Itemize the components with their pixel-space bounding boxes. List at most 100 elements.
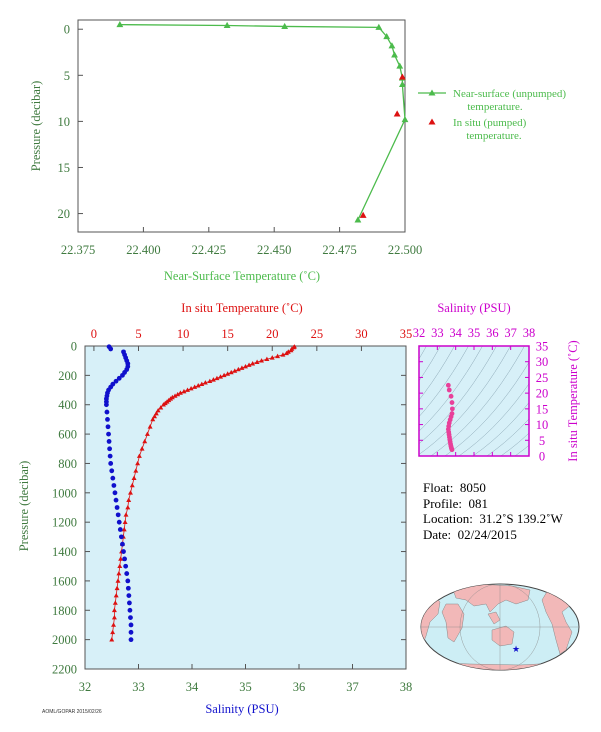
temperature-axis-ticks: 0 5 10 15 20 25 30 35: [91, 327, 412, 351]
profile-y-tick-label: 1600: [52, 574, 77, 588]
salinity-point: [128, 637, 134, 643]
temperature-tick-label: 25: [311, 327, 324, 341]
near-surface-plot-frame: [77, 19, 406, 233]
legend-unpumped-label-2: temperature.: [467, 101, 523, 113]
temperature-point: [152, 413, 158, 419]
salinity-point: [106, 439, 112, 444]
temperature-point: [177, 390, 183, 395]
unpumped-temperature-line: [119, 23, 406, 221]
temperature-point: [125, 504, 131, 510]
legend-pumped-label-1: In situ (pumped): [453, 117, 527, 129]
temperature-point: [114, 585, 120, 591]
salinity-point: [109, 468, 115, 474]
salinity-tick-label: 33: [132, 680, 145, 694]
temperature-tick-label: 10: [177, 327, 190, 341]
temperature-point: [207, 378, 213, 384]
ts-points: [445, 382, 455, 453]
pumped-temperature-point: [398, 73, 406, 80]
salinity-tick-label: 36: [293, 680, 306, 694]
unpumped-temperature-point: [396, 62, 404, 69]
profile-chart: 0200400600800100012001400160018002000220…: [17, 301, 412, 716]
salinity-point: [107, 446, 113, 452]
unpumped-temperature-point: [401, 115, 409, 123]
ts-x-tick-label: 32: [413, 326, 426, 340]
unpumped-temperature-point: [116, 21, 124, 28]
ts-point: [448, 393, 454, 399]
legend-unpumped-label-1: Near-surface (unpumped): [453, 88, 566, 100]
profile-value: 081: [468, 495, 489, 511]
temperature-point: [110, 629, 116, 635]
temperature-point: [160, 402, 166, 407]
salinity-tick-label: 37: [346, 680, 359, 694]
temperature-point: [136, 453, 142, 458]
near-surface-x-tick-label: 22.425: [192, 243, 226, 257]
near-surface-x-tick-label: 22.500: [388, 243, 422, 257]
ts-y-tick-label: 20: [536, 387, 549, 401]
profile-y-tick-label: 1400: [52, 545, 77, 559]
temperature-point: [155, 408, 161, 413]
ts-point: [449, 400, 455, 405]
profile-y-tick-label: 0: [71, 340, 77, 354]
temperature-point: [250, 361, 256, 366]
near-surface-y-tick-label: 20: [58, 207, 71, 221]
density-contour-line: [419, 346, 469, 417]
temperature-point: [112, 600, 118, 605]
ts-x-tick-label: 35: [468, 326, 481, 340]
salinity-point: [112, 490, 118, 496]
near-surface-x-tick-label: 22.400: [126, 243, 160, 257]
profile-y-tick-label: 1200: [52, 516, 77, 530]
float-location-star-icon: ★: [512, 644, 520, 654]
salinity-axis-label: Salinity (PSU): [205, 702, 278, 716]
profile-plot-area: [84, 345, 407, 670]
temperature-tick-label: 35: [400, 327, 413, 341]
salinity-tick-label: 34: [186, 680, 199, 694]
temperature-point: [185, 387, 191, 392]
temperature-point: [111, 622, 117, 627]
unpumped-temperature-point: [388, 42, 396, 49]
salinity-axis-ticks: 32 33 34 35 36 37 38: [79, 664, 413, 694]
temperature-point: [128, 490, 133, 495]
ts-y-tick-label: 15: [536, 402, 549, 416]
salinity-tick-label: 32: [79, 680, 92, 694]
salinity-point: [108, 461, 114, 466]
temperature-point: [192, 384, 198, 389]
salinity-point: [110, 475, 116, 481]
near-surface-y-ticks: 0 5 10 15 20: [58, 23, 83, 221]
location-row: Location: 31.2˚S 139.2˚W: [423, 511, 563, 527]
salinity-point: [127, 600, 132, 606]
temperature-point: [135, 460, 141, 466]
salinity-point: [107, 453, 113, 459]
ts-x-tick-label: 37: [504, 326, 517, 340]
salinity-point: [118, 534, 124, 540]
salinity-point: [125, 585, 131, 591]
salinity-tick-label: 38: [400, 680, 413, 694]
legend-pumped-marker: [428, 118, 436, 125]
near-surface-x-tick-label: 22.475: [322, 243, 356, 257]
salinity-point: [117, 527, 123, 532]
unpumped-temperature-point: [391, 51, 398, 58]
salinity-point: [120, 541, 125, 547]
temperature-point: [235, 366, 241, 372]
temperature-point: [254, 359, 260, 364]
near-surface-legend: Near-surface (unpumped) temperature. In …: [418, 88, 566, 142]
profile-y-axis-label: Pressure (decibar): [17, 461, 31, 552]
temperature-point: [133, 468, 139, 473]
unpumped-temperature-point: [354, 216, 362, 223]
temperature-point: [243, 363, 248, 369]
salinity-point: [122, 556, 127, 562]
near-surface-y-tick-label: 10: [58, 115, 71, 129]
temperature-point: [280, 352, 286, 357]
temperature-point: [122, 519, 128, 525]
temperature-point: [139, 446, 145, 451]
ts-x-ticks: 32 33 34 35 36 37 38: [413, 326, 535, 456]
temperature-point: [147, 424, 153, 429]
salinity-point: [128, 615, 133, 621]
temperature-point: [225, 371, 231, 376]
temperature-point: [172, 393, 178, 398]
ts-x-tick-label: 33: [431, 326, 444, 340]
map-land-australia: [491, 625, 515, 647]
salinity-point: [113, 378, 119, 384]
temperature-tick-label: 30: [355, 327, 368, 341]
density-contour-line: [419, 346, 427, 360]
